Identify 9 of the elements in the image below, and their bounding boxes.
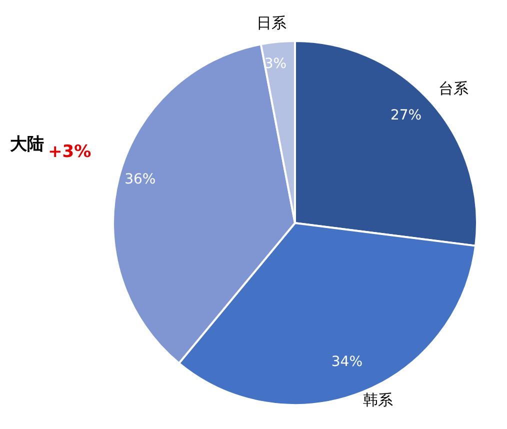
data-label: 36% [124,172,156,188]
data-label: 27% [390,108,422,124]
slice-label: 大陆 [10,134,44,154]
text: +3% [48,142,92,162]
slice-label: 日系 [256,14,286,32]
slice-label: 台系 [438,79,469,98]
data-label: 3% [264,56,287,72]
slice-label: 韩系 [362,391,393,410]
data-label: 34% [331,354,363,370]
